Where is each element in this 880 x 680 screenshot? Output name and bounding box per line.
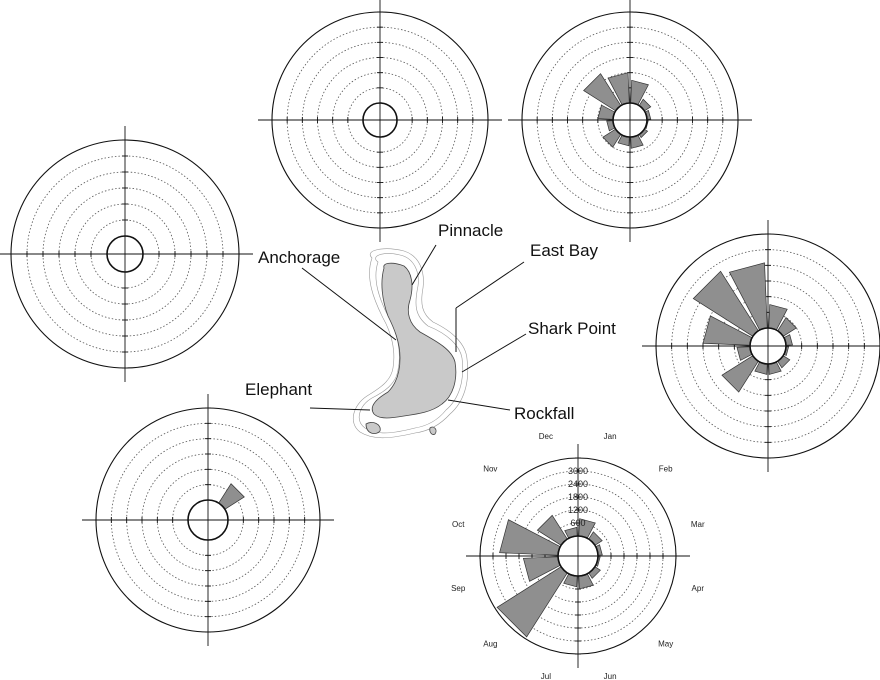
radial-tick-label: 1800 <box>568 492 588 502</box>
site-label-rockfall: Rockfall <box>514 404 574 423</box>
month-label-jan: Jan <box>604 432 617 441</box>
polar-chart-elephant <box>82 394 334 646</box>
radial-tick-label: 3000 <box>568 466 588 476</box>
site-label-pinnacle: Pinnacle <box>438 221 503 240</box>
polar-chart-east-bay <box>508 0 752 242</box>
island-islet-2 <box>429 426 437 435</box>
month-label-dec: Dec <box>539 432 553 441</box>
site-label-shark-point: Shark Point <box>528 319 616 338</box>
island-shape <box>371 262 457 419</box>
anchorage-leader <box>301 267 397 341</box>
month-label-feb: Feb <box>659 464 673 473</box>
site-label-elephant: Elephant <box>245 380 312 399</box>
center-ring <box>557 535 599 577</box>
center-ring <box>362 102 398 138</box>
island-map <box>352 248 469 439</box>
month-label-aug: Aug <box>483 640 497 649</box>
radial-tick-label: 1200 <box>568 505 588 515</box>
pinnacle-leader <box>411 244 437 286</box>
polar-chart-rockfall: Jan Feb Mar Apr May Jun Jul Aug Sep Oct Nov Dec 600 1… <box>451 432 705 680</box>
polar-chart-anchorage <box>0 126 253 382</box>
east-bay-leader <box>455 261 525 309</box>
bar-aug <box>721 355 759 393</box>
site-labels: Pinnacle East Bay Anchorage Shark Point … <box>245 221 616 423</box>
month-label-apr: Apr <box>692 584 705 593</box>
elephant-leader <box>309 407 371 411</box>
polar-chart-pinnacle <box>258 0 502 242</box>
site-label-anchorage: Anchorage <box>258 248 340 267</box>
bar-feb <box>638 98 652 112</box>
island-contours <box>358 253 464 434</box>
month-label-jul: Jul <box>541 672 551 680</box>
island-islet-1 <box>365 422 381 435</box>
shark-point-leader <box>461 333 527 373</box>
bar-feb <box>588 531 603 546</box>
site-leaders <box>301 244 527 411</box>
center-ring <box>749 327 787 365</box>
radial-tick-label: 2400 <box>568 479 588 489</box>
center-ring <box>106 235 144 273</box>
month-label-may: May <box>658 640 673 649</box>
month-label-nov: Nov <box>483 464 497 473</box>
center-ring <box>187 499 229 541</box>
center-ring <box>612 102 648 138</box>
polar-chart-shark-point <box>642 220 880 472</box>
bar-jan <box>630 79 649 106</box>
site-label-east-bay: East Bay <box>530 241 599 260</box>
radial-tick-label: 600 <box>570 518 585 528</box>
month-label-sep: Sep <box>451 584 466 593</box>
month-label-mar: Mar <box>691 520 705 529</box>
month-label-oct: Oct <box>452 520 465 529</box>
rockfall-leader <box>447 399 511 411</box>
month-label-jun: Jun <box>604 672 617 680</box>
bar-may <box>777 355 791 369</box>
